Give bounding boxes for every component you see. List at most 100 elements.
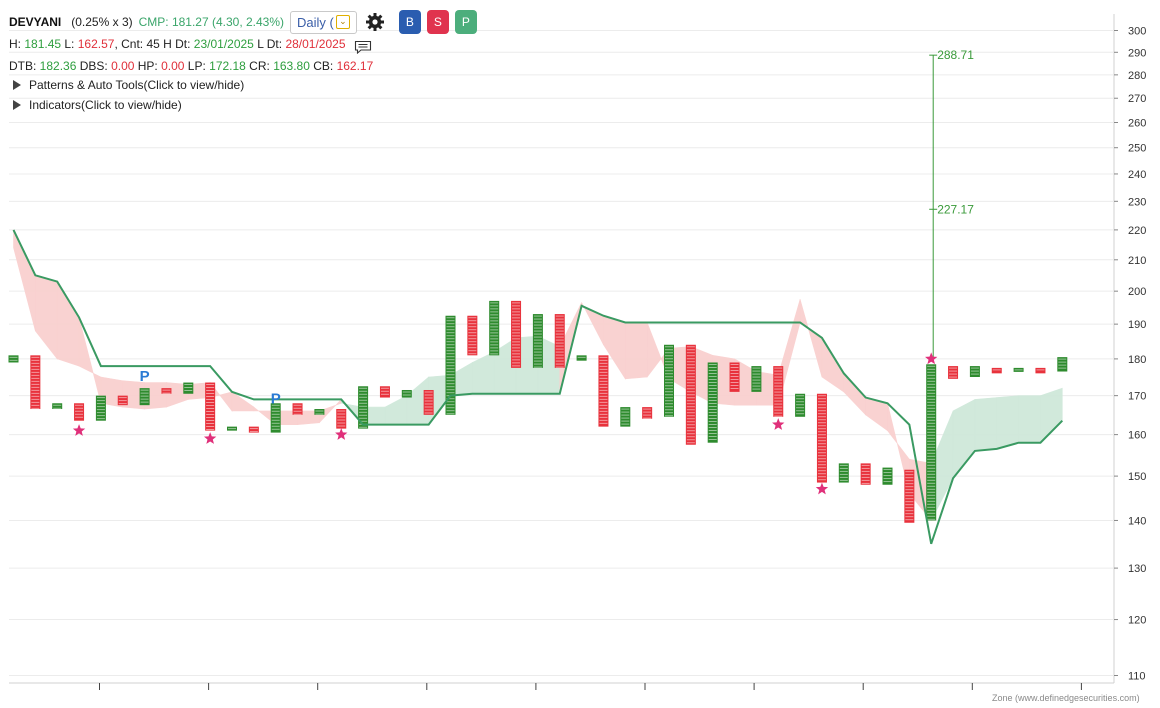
column-body bbox=[161, 388, 172, 394]
column-body bbox=[314, 409, 325, 415]
target-label: 288.71 bbox=[937, 48, 974, 62]
o-column bbox=[292, 403, 303, 415]
x-column bbox=[95, 395, 106, 421]
column-body bbox=[991, 367, 1002, 374]
y-tick-label: 260 bbox=[1128, 117, 1146, 129]
hp-value: 0.00 bbox=[161, 59, 185, 73]
timeframe-value: Daily ( bbox=[297, 14, 334, 30]
o-column bbox=[117, 395, 128, 406]
indicators-toggle[interactable]: Indicators(Click to view/hide) bbox=[13, 98, 182, 112]
y-axis: 110 120 130 140 150 160 170 180 190 200 210 220 230 2… bbox=[1114, 26, 1146, 683]
expand-triangle-icon bbox=[13, 100, 21, 110]
column-body bbox=[664, 344, 674, 417]
column-body bbox=[620, 407, 631, 427]
o-column bbox=[74, 403, 85, 421]
column-body bbox=[248, 426, 259, 433]
y-tick-label: 110 bbox=[1128, 671, 1146, 683]
patterns-toggle-label: Patterns & Auto Tools(Click to view/hide… bbox=[29, 78, 245, 92]
column-body bbox=[511, 300, 522, 368]
target-label: 227.17 bbox=[937, 202, 974, 216]
y-tick-label: 170 bbox=[1128, 391, 1146, 403]
o-column bbox=[1035, 367, 1046, 374]
cloud-segment bbox=[13, 229, 36, 332]
dtb-value: 182.36 bbox=[39, 59, 77, 73]
y-tick-label: 220 bbox=[1128, 225, 1146, 237]
x-column bbox=[926, 364, 937, 521]
o-column bbox=[991, 367, 1002, 374]
o-column bbox=[511, 300, 522, 368]
y-tick-label: 150 bbox=[1128, 471, 1146, 483]
column-body bbox=[751, 366, 762, 392]
y-tick-label: 280 bbox=[1128, 70, 1146, 82]
y-tick-label: 240 bbox=[1128, 169, 1146, 181]
x-column bbox=[576, 355, 587, 361]
y-tick-label: 130 bbox=[1128, 563, 1146, 575]
patterns-toggle[interactable]: Patterns & Auto Tools(Click to view/hide… bbox=[13, 78, 244, 92]
p-button[interactable]: P bbox=[454, 10, 477, 34]
column-body bbox=[183, 382, 194, 394]
o-column bbox=[423, 389, 434, 415]
x-column bbox=[751, 366, 762, 392]
cloud-segment bbox=[624, 322, 648, 380]
x-column bbox=[1057, 357, 1068, 372]
sell-button[interactable]: S bbox=[426, 10, 449, 34]
column-body bbox=[30, 355, 41, 410]
x-column bbox=[183, 382, 194, 394]
hp-label: HP: bbox=[134, 59, 162, 73]
symbol-name: DEVYANI bbox=[9, 15, 62, 29]
column-body bbox=[336, 409, 347, 429]
y-tick-label: 210 bbox=[1128, 255, 1146, 267]
column-body bbox=[1035, 367, 1046, 374]
column-body bbox=[139, 388, 150, 406]
l-label: L: bbox=[61, 37, 78, 51]
column-body bbox=[205, 382, 216, 431]
l-date-value: 28/01/2025 bbox=[285, 37, 346, 51]
cloud-segment bbox=[35, 274, 58, 360]
dbs-value: 0.00 bbox=[111, 59, 135, 73]
cloud-segment bbox=[799, 299, 823, 378]
comment-icon[interactable] bbox=[354, 40, 372, 54]
o-column bbox=[336, 409, 347, 429]
cb-value: 162.17 bbox=[336, 59, 374, 73]
x-column bbox=[358, 386, 369, 429]
star-icon bbox=[335, 428, 348, 440]
column-body bbox=[358, 386, 369, 429]
x-column bbox=[314, 409, 325, 415]
column-body bbox=[926, 364, 937, 521]
p-marker: P bbox=[140, 368, 150, 385]
y-tick-label: 160 bbox=[1128, 430, 1146, 442]
x-column bbox=[401, 389, 412, 398]
column-body bbox=[838, 463, 849, 483]
cr-label: CR: bbox=[245, 59, 274, 73]
buy-button[interactable]: B bbox=[398, 10, 421, 34]
x-column bbox=[664, 344, 674, 417]
gear-icon[interactable] bbox=[365, 12, 385, 32]
column-body bbox=[707, 362, 718, 443]
y-tick-label: 190 bbox=[1128, 319, 1146, 331]
x-column bbox=[532, 314, 543, 368]
column-body bbox=[773, 366, 784, 417]
indicator-line bbox=[12, 229, 1064, 545]
cloud-segment bbox=[472, 351, 495, 395]
cloud-segment bbox=[384, 395, 408, 425]
stats-row-2: DTB: 182.36 DBS: 0.00 HP: 0.00 LP: 172.1… bbox=[9, 59, 373, 73]
h-date-value: 23/01/2025 bbox=[193, 37, 254, 51]
column-body bbox=[379, 386, 390, 398]
o-column bbox=[161, 388, 172, 394]
dbs-label: DBS: bbox=[76, 59, 112, 73]
o-column bbox=[30, 355, 41, 410]
timeframe-select[interactable]: Daily ( ⌄ bbox=[290, 10, 357, 34]
x-column bbox=[620, 407, 631, 427]
x-column bbox=[489, 300, 500, 356]
lp-label: LP: bbox=[184, 59, 210, 73]
cnt-label: , Cnt: 45 H Dt: bbox=[114, 37, 194, 51]
column-body bbox=[95, 395, 106, 421]
y-tick-label: 140 bbox=[1128, 515, 1146, 527]
cb-label: CB: bbox=[309, 59, 337, 73]
x-column bbox=[227, 426, 237, 431]
y-tick-label: 200 bbox=[1128, 286, 1146, 298]
x-column bbox=[838, 463, 849, 483]
o-column bbox=[598, 355, 609, 427]
indicator-polyline bbox=[12, 229, 1064, 545]
